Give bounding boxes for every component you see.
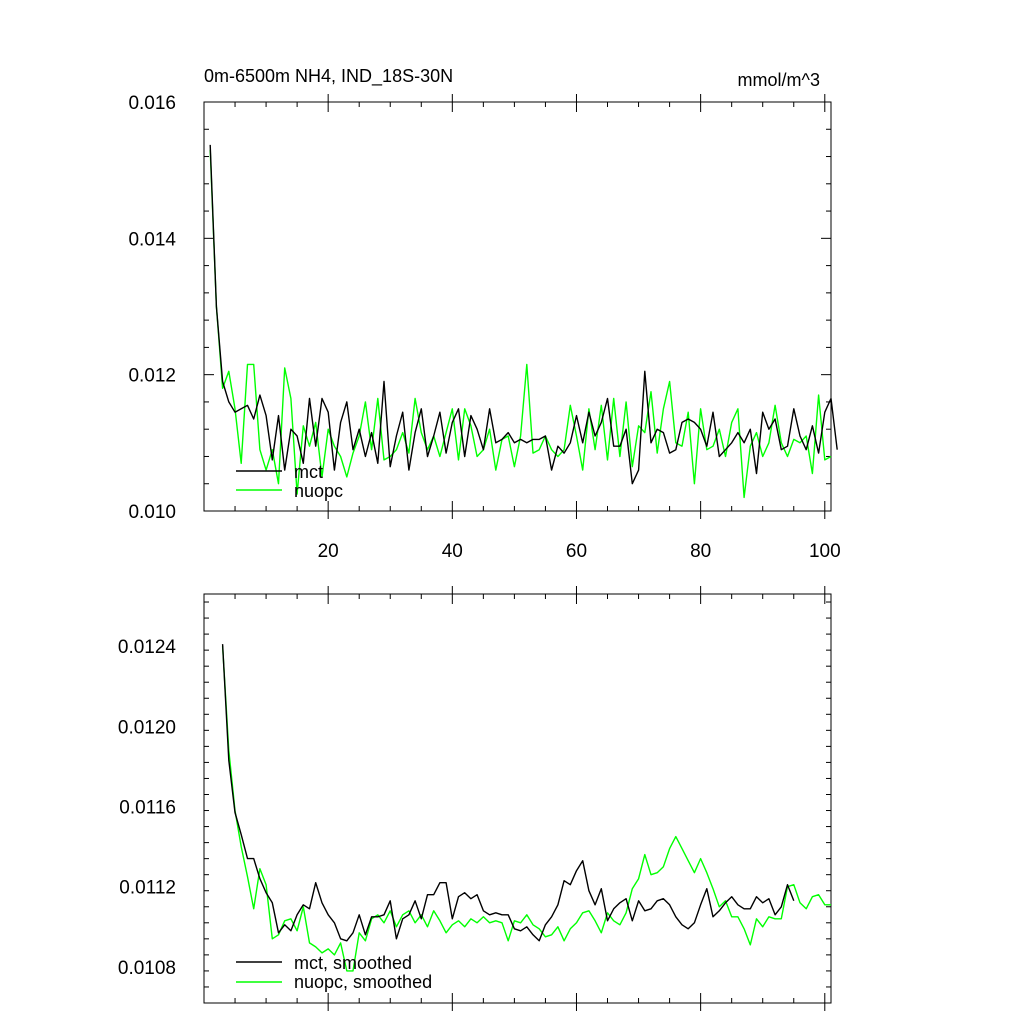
x-tick-label: 40 [442,541,463,562]
top-panel: 20 40 60 80 100 0.010 0.012 0.014 0.016 mct nuo… [128,93,840,562]
bottom-series [221,644,831,972]
chart-title: 0m-6500m NH4, IND_18S-30N [204,66,453,87]
bottom-series-nuopc-smoothed-line [221,646,831,972]
top-legend-nuopc-label: nuopc [294,481,343,501]
bottom-legend: mct, smoothed nuopc, smoothed [236,953,432,992]
bottom-legend-nuopc-label: nuopc, smoothed [294,972,432,992]
top-plot-frame [203,101,832,512]
y-tick-label: 0.0124 [118,637,177,658]
top-legend-mct-label: mct [294,462,323,482]
y-tick-label: 0.0108 [118,958,176,979]
y-tick-label: 0.016 [128,93,176,114]
top-series-nuopc-line [209,149,832,499]
y-tick-label: 0.012 [128,366,176,387]
bottom-plot-frame [203,593,832,1004]
x-tick-label: 80 [690,541,711,562]
top-ticks [204,94,831,519]
x-tick-label: 60 [566,541,587,562]
y-tick-label: 0.0112 [119,878,176,899]
x-tick-label: 100 [809,541,841,562]
bottom-legend-mct-label: mct, smoothed [294,953,412,973]
bottom-y-tick-labels: 0.0108 0.0112 0.0116 0.0120 0.0124 [118,637,177,979]
y-tick-label: 0.010 [128,502,176,523]
units-label: mmol/m^3 [738,70,820,90]
y-tick-label: 0.0116 [119,798,176,819]
y-tick-label: 0.0120 [118,717,176,738]
top-legend: mct nuopc [236,462,343,501]
top-x-tick-labels: 20 40 60 80 100 [318,541,841,562]
bottom-ticks [204,586,831,1011]
bottom-series-mct-smoothed-line [221,644,795,942]
top-series-mct-line [209,144,838,485]
top-y-tick-labels: 0.010 0.012 0.014 0.016 [128,93,176,523]
y-tick-label: 0.014 [128,229,176,250]
top-series [209,144,838,499]
x-tick-label: 20 [318,541,339,562]
bottom-panel: 0.0108 0.0112 0.0116 0.0120 0.0124 mct, smoo… [118,586,832,1011]
